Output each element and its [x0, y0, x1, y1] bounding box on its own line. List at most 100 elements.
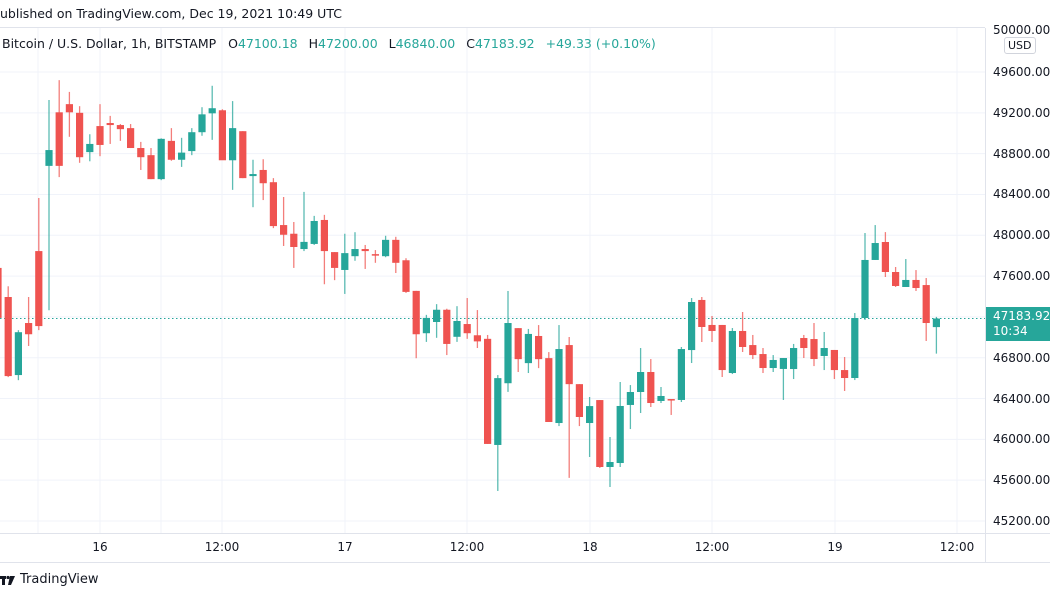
candle-up[interactable] [433, 309, 441, 322]
candle-down[interactable] [392, 239, 400, 263]
candle-down[interactable] [514, 328, 522, 360]
candle-down[interactable] [402, 260, 410, 292]
candle-up[interactable] [790, 348, 798, 370]
candle-up[interactable] [249, 174, 257, 177]
candle-up[interactable] [769, 359, 777, 369]
candle-up[interactable] [606, 462, 614, 467]
candle-up[interactable] [932, 318, 940, 328]
candle-up[interactable] [341, 253, 349, 270]
candle-down[interactable] [239, 131, 247, 179]
candle-up[interactable] [453, 320, 461, 337]
candle-down[interactable] [749, 345, 757, 356]
candle-down[interactable] [280, 225, 288, 235]
candle-down[interactable] [575, 384, 583, 417]
candle-up[interactable] [861, 259, 869, 319]
candle-down[interactable] [116, 125, 124, 130]
candle-down[interactable] [35, 251, 43, 327]
candle-down[interactable] [841, 370, 849, 379]
candle-up[interactable] [871, 243, 879, 260]
candle-down[interactable] [463, 324, 471, 334]
time-tick: 18 [582, 540, 598, 554]
candle-up[interactable] [626, 392, 634, 405]
candle-up[interactable] [524, 333, 532, 364]
candle-up[interactable] [494, 378, 502, 445]
candle-down[interactable] [881, 242, 889, 272]
candle-down[interactable] [147, 155, 155, 180]
candle-down[interactable] [55, 112, 63, 166]
candle-up[interactable] [229, 128, 237, 161]
candle-up[interactable] [616, 405, 624, 464]
candle-up[interactable] [178, 152, 186, 160]
candle-down[interactable] [484, 338, 492, 444]
candle-down[interactable] [371, 254, 379, 256]
candle-down[interactable] [810, 339, 818, 360]
candle-down[interactable] [65, 104, 73, 113]
candle-up[interactable] [555, 349, 563, 424]
candle-down[interactable] [412, 290, 420, 335]
candle-down[interactable] [565, 345, 573, 385]
candle-down[interactable] [4, 297, 12, 377]
candle-up[interactable] [504, 323, 512, 384]
candle-down[interactable] [167, 140, 175, 160]
brand-name: TradingView [20, 572, 99, 587]
candle-up[interactable] [300, 241, 308, 250]
currency-button[interactable]: USD [1004, 37, 1036, 54]
candle-down[interactable] [290, 233, 298, 247]
candle-down[interactable] [269, 182, 277, 227]
candle-down[interactable] [473, 335, 481, 342]
candle-up[interactable] [157, 138, 165, 180]
candle-down[interactable] [361, 249, 369, 252]
candle-up[interactable] [351, 249, 359, 257]
candle-down[interactable] [830, 349, 838, 371]
candle-down[interactable] [443, 309, 451, 344]
time-axis-border [0, 533, 1050, 534]
candle-up[interactable] [382, 239, 390, 257]
candle-down[interactable] [759, 354, 767, 369]
candle-up[interactable] [779, 358, 787, 369]
candle-down[interactable] [76, 112, 84, 158]
candle-down[interactable] [647, 372, 655, 404]
candle-down[interactable] [739, 330, 747, 347]
candle-down[interactable] [892, 272, 900, 286]
candle-up[interactable] [86, 143, 94, 153]
candle-up[interactable] [688, 302, 696, 351]
candle-down[interactable] [545, 358, 553, 422]
candle-down[interactable] [137, 148, 145, 158]
candle-up[interactable] [45, 150, 53, 166]
candle-up[interactable] [14, 332, 22, 376]
candle-down[interactable] [667, 399, 675, 401]
candle-down[interactable] [106, 123, 114, 126]
candle-up[interactable] [851, 318, 859, 379]
candle-down[interactable] [596, 400, 604, 467]
candle-down[interactable] [331, 252, 339, 268]
candle-down[interactable] [25, 323, 33, 335]
candle-down[interactable] [708, 324, 716, 331]
candle-up[interactable] [902, 279, 910, 287]
candle-up[interactable] [208, 108, 216, 114]
candle-down[interactable] [320, 219, 328, 252]
candle-down[interactable] [800, 338, 808, 349]
candle-up[interactable] [422, 317, 430, 334]
candle-up[interactable] [677, 349, 685, 400]
candle-down[interactable] [259, 169, 267, 184]
tradingview-logo[interactable]: TradingView [0, 572, 99, 587]
candlestick-chart[interactable] [0, 28, 985, 533]
candle-down[interactable] [718, 324, 726, 371]
candle-up[interactable] [310, 220, 318, 244]
candle-down[interactable] [127, 128, 135, 149]
candle-down[interactable] [912, 279, 920, 289]
candle-down[interactable] [0, 267, 2, 318]
candle-up[interactable] [637, 372, 645, 392]
candle-up[interactable] [188, 132, 196, 152]
high-value: 47200.00 [318, 36, 378, 51]
candle-up[interactable] [728, 330, 736, 374]
candle-up[interactable] [657, 395, 665, 401]
candle-down[interactable] [535, 335, 543, 360]
candle-up[interactable] [586, 406, 594, 424]
candle-down[interactable] [96, 126, 104, 145]
candle-down[interactable] [218, 110, 226, 161]
candle-down[interactable] [698, 299, 706, 327]
candle-up[interactable] [198, 114, 206, 133]
candle-down[interactable] [922, 285, 930, 324]
candle-up[interactable] [820, 348, 828, 356]
